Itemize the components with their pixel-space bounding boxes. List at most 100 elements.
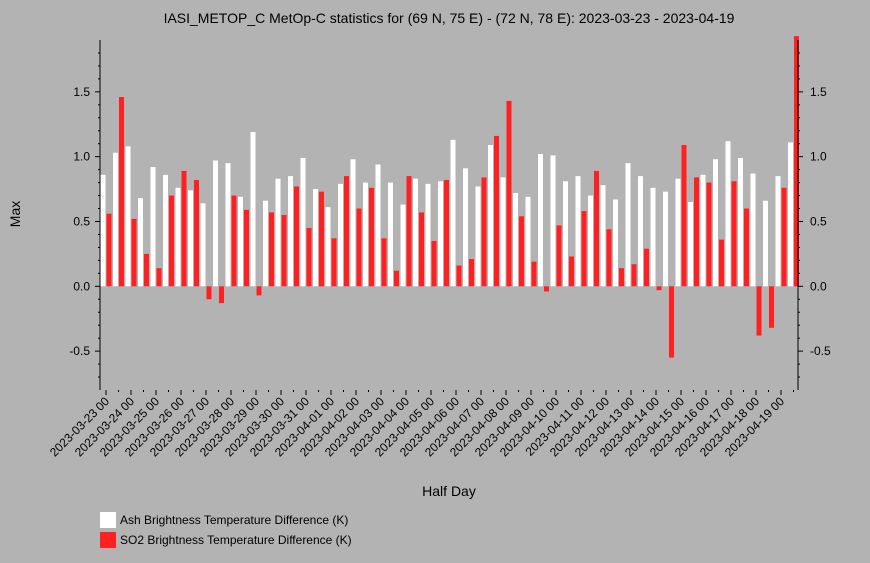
- bar-so2: [431, 240, 437, 287]
- bar-ash: [650, 187, 656, 287]
- bar-ash: [725, 141, 731, 287]
- bar-so2: [419, 212, 424, 287]
- bar-so2: [456, 265, 462, 287]
- bar-ash: [738, 157, 743, 287]
- y-tick-label: 0.5: [73, 214, 90, 228]
- bar-ash: [263, 200, 268, 287]
- legend: Ash Brightness Temperature Difference (K…: [100, 512, 352, 548]
- y-tick-label-right: 0.0: [810, 279, 827, 293]
- bar-so2: [181, 170, 187, 287]
- bar-ash: [500, 177, 506, 287]
- y-tick-label: -0.5: [69, 344, 90, 358]
- y-tick-label-right: -0.5: [810, 344, 831, 358]
- bar-ash: [763, 200, 768, 287]
- bar-so2: [581, 211, 587, 287]
- bar-ash: [225, 163, 231, 287]
- bar-ash: [250, 132, 256, 287]
- bar-ash: [400, 204, 406, 287]
- bar-ash: [200, 203, 206, 287]
- bar-ash: [700, 174, 706, 287]
- bar-so2: [669, 286, 674, 358]
- bar-so2: [556, 225, 562, 287]
- bar-so2: [144, 253, 149, 287]
- bar-so2: [269, 212, 274, 287]
- bar-so2: [381, 238, 387, 287]
- bar-ash: [538, 154, 543, 287]
- bar-ash: [675, 178, 681, 287]
- bar-ash: [363, 182, 368, 287]
- bar-so2: [481, 177, 487, 287]
- bar-so2: [219, 286, 224, 304]
- bar-so2: [294, 186, 299, 287]
- bar-so2: [194, 180, 199, 287]
- bar-so2: [794, 36, 799, 287]
- y-tick-label: 0.0: [73, 279, 90, 293]
- bar-ash: [550, 155, 556, 287]
- bar-ash: [438, 181, 443, 287]
- bar-ash: [475, 186, 481, 287]
- y-axis-right: -0.5 0.0 0.5 1.0 1.5: [797, 40, 831, 390]
- bar-so2: [469, 259, 474, 287]
- bar-ash: [713, 159, 718, 287]
- bar-so2: [681, 145, 687, 287]
- bar-so2: [656, 286, 662, 291]
- bar-ash: [175, 187, 181, 287]
- y-tick-label-right: 0.5: [810, 214, 827, 228]
- bar-so2: [781, 187, 787, 287]
- bar-so2: [206, 286, 212, 300]
- bar-so2: [644, 248, 649, 287]
- y-axis-left: -0.5 0.0 0.5 1.0 1.5: [69, 40, 101, 390]
- bar-so2: [594, 170, 599, 287]
- bar-so2: [531, 261, 537, 287]
- bar-ash: [138, 198, 143, 287]
- legend-swatch-ash: [100, 512, 116, 528]
- bar-ash: [638, 176, 643, 287]
- y-tick-label-right: 1.5: [810, 85, 827, 99]
- bar-so2: [331, 238, 337, 287]
- bar-so2: [631, 264, 637, 287]
- legend-swatch-so2: [100, 532, 116, 548]
- bar-so2: [281, 215, 287, 287]
- bar-ash: [513, 192, 518, 287]
- bar-so2: [706, 182, 712, 287]
- bar-so2: [506, 100, 512, 287]
- bar-so2: [131, 218, 137, 287]
- bar-ash: [238, 196, 243, 287]
- bar-ash: [588, 195, 593, 287]
- bar-ash: [575, 176, 581, 287]
- bar-so2: [606, 229, 612, 287]
- legend-label-ash: Ash Brightness Temperature Difference (K…: [120, 513, 348, 527]
- bar-so2: [744, 208, 749, 287]
- bar-ash: [388, 182, 393, 287]
- bar-so2: [444, 180, 449, 287]
- bar-ash: [775, 176, 781, 287]
- bar-ash: [750, 173, 756, 287]
- x-axis-label: Half Day: [422, 483, 476, 499]
- legend-label-so2: SO2 Brightness Temperature Difference (K…: [120, 533, 352, 547]
- bar-so2: [569, 256, 574, 287]
- bar-ash: [213, 160, 218, 287]
- bar-ash: [688, 202, 693, 287]
- chart-title: IASI_METOP_C MetOp-C statistics for (69 …: [164, 10, 735, 26]
- bar-so2: [406, 176, 412, 287]
- bar-so2: [756, 286, 762, 336]
- bar-so2: [544, 286, 549, 292]
- bar-ash: [463, 168, 468, 287]
- bar-so2: [731, 181, 737, 287]
- bar-so2: [231, 195, 237, 287]
- y-tick-label-right: 1.0: [810, 150, 827, 164]
- bar-ash: [288, 176, 293, 287]
- bar-ash: [488, 145, 493, 287]
- bar-so2: [319, 191, 324, 287]
- bar-ash: [563, 181, 568, 287]
- bar-ash: [300, 157, 306, 287]
- bar-so2: [356, 208, 362, 287]
- bar-so2: [106, 213, 112, 287]
- bar-so2: [306, 227, 312, 287]
- bar-so2: [394, 270, 399, 287]
- plot-area: [100, 36, 799, 358]
- bar-ash: [163, 174, 168, 287]
- bar-ash: [450, 139, 456, 287]
- bar-so2: [494, 135, 499, 287]
